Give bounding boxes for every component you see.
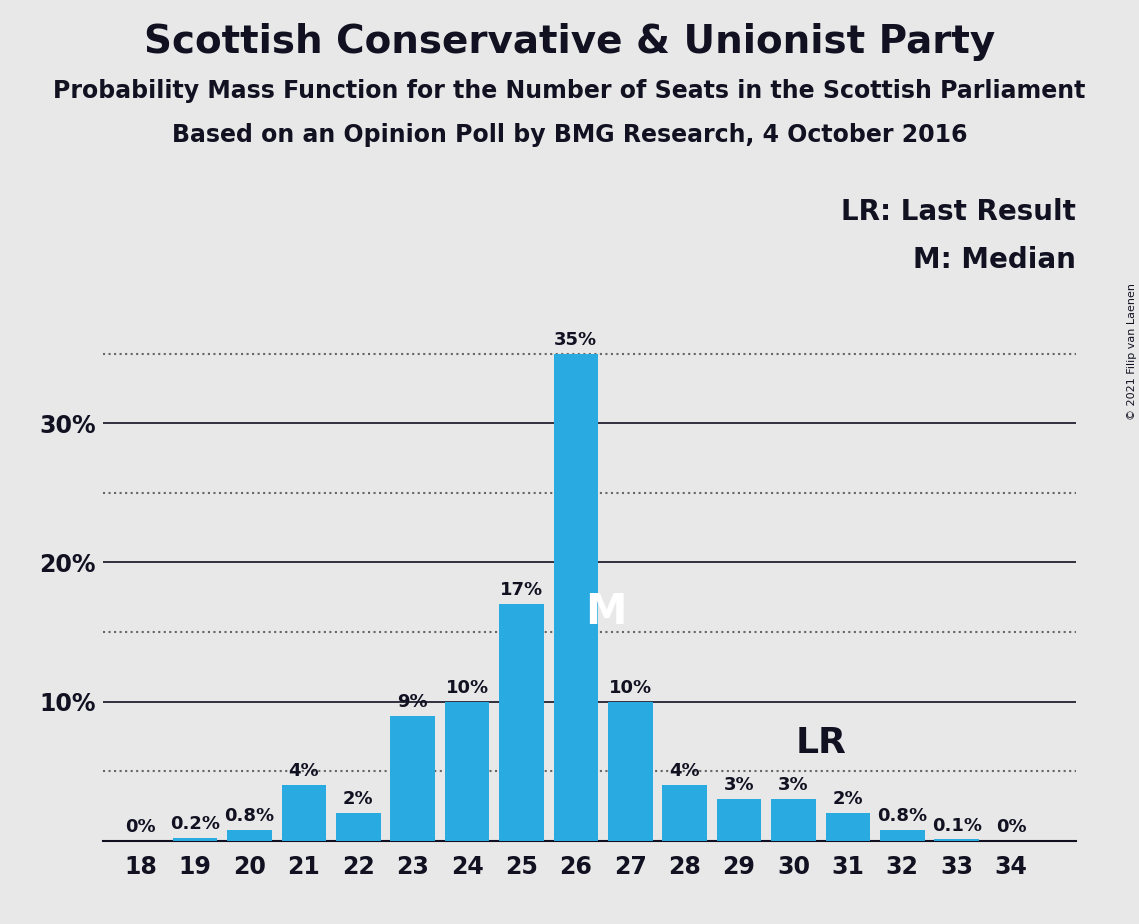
Bar <box>880 830 925 841</box>
Text: 0%: 0% <box>995 818 1026 836</box>
Bar <box>826 813 870 841</box>
Bar <box>554 354 598 841</box>
Text: 4%: 4% <box>670 762 700 780</box>
Bar <box>227 830 272 841</box>
Text: 0%: 0% <box>125 818 156 836</box>
Text: 10%: 10% <box>608 679 652 697</box>
Text: M: M <box>585 590 626 633</box>
Bar <box>716 799 761 841</box>
Bar <box>608 701 653 841</box>
Text: © 2021 Filip van Laenen: © 2021 Filip van Laenen <box>1126 283 1137 419</box>
Text: 0.8%: 0.8% <box>877 807 927 825</box>
Text: 2%: 2% <box>833 790 863 808</box>
Bar <box>499 604 543 841</box>
Text: 4%: 4% <box>288 762 319 780</box>
Text: 0.2%: 0.2% <box>170 815 220 833</box>
Text: M: Median: M: Median <box>913 246 1076 274</box>
Bar <box>934 839 980 841</box>
Text: 17%: 17% <box>500 581 543 600</box>
Text: 0.1%: 0.1% <box>932 817 982 834</box>
Text: Probability Mass Function for the Number of Seats in the Scottish Parliament: Probability Mass Function for the Number… <box>54 79 1085 103</box>
Text: LR: Last Result: LR: Last Result <box>842 198 1076 225</box>
Text: 2%: 2% <box>343 790 374 808</box>
Text: 9%: 9% <box>398 693 428 711</box>
Bar <box>444 701 490 841</box>
Text: 35%: 35% <box>555 331 597 348</box>
Text: LR: LR <box>795 726 846 760</box>
Text: Based on an Opinion Poll by BMG Research, 4 October 2016: Based on an Opinion Poll by BMG Research… <box>172 123 967 147</box>
Text: 3%: 3% <box>778 776 809 795</box>
Bar <box>281 785 326 841</box>
Text: Scottish Conservative & Unionist Party: Scottish Conservative & Unionist Party <box>144 23 995 61</box>
Text: 3%: 3% <box>723 776 754 795</box>
Bar <box>336 813 380 841</box>
Bar <box>173 838 218 841</box>
Text: 0.8%: 0.8% <box>224 807 274 825</box>
Bar <box>771 799 816 841</box>
Text: 10%: 10% <box>445 679 489 697</box>
Bar <box>391 715 435 841</box>
Bar <box>663 785 707 841</box>
